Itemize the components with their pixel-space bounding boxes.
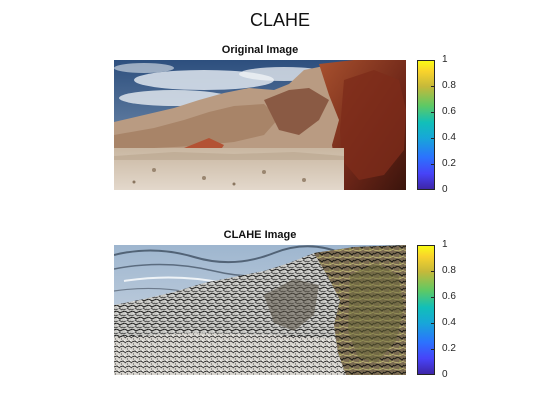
original-colorbar-tickmark xyxy=(431,189,435,190)
original-colorbar-tick-0.4: 0.4 xyxy=(442,132,456,143)
clahe-colorbar-tickmark xyxy=(431,374,435,375)
clahe-colorbar-tickmark xyxy=(431,323,435,324)
clahe-colorbar-tickmark xyxy=(431,271,435,272)
original-image[interactable] xyxy=(114,60,406,190)
original-colorbar-tickmark xyxy=(431,112,435,113)
clahe-colorbar-tickmark xyxy=(431,349,435,350)
original-colorbar-tick-0: 0 xyxy=(442,184,448,195)
clahe-colorbar[interactable] xyxy=(417,245,435,375)
clahe-colorbar-tick-0.4: 0.4 xyxy=(442,317,456,328)
clahe-image-title: CLAHE Image xyxy=(223,229,297,241)
clahe-colorbar-tick-0: 0 xyxy=(442,369,448,380)
original-colorbar-tick-0.2: 0.2 xyxy=(442,158,456,169)
original-colorbar-tickmark xyxy=(431,60,435,61)
clahe-colorbar-tickmark xyxy=(431,297,435,298)
original-colorbar-tickmark xyxy=(431,164,435,165)
original-colorbar[interactable] xyxy=(417,60,435,190)
original-colorbar-tick-0.6: 0.6 xyxy=(442,106,456,117)
original-colorbar-tickmark xyxy=(431,86,435,87)
figure-title: CLAHE xyxy=(249,10,311,30)
clahe-image-canvas xyxy=(114,245,406,375)
clahe-image[interactable] xyxy=(114,245,406,375)
original-colorbar-tick-0.8: 0.8 xyxy=(442,80,456,91)
original-colorbar-tick-1: 1 xyxy=(442,54,448,65)
original-image-canvas xyxy=(114,60,406,190)
original-image-title: Original Image xyxy=(221,44,299,56)
clahe-colorbar-tickmark xyxy=(431,245,435,246)
clahe-colorbar-tick-0.8: 0.8 xyxy=(442,265,456,276)
clahe-colorbar-tick-0.6: 0.6 xyxy=(442,291,456,302)
original-colorbar-tickmark xyxy=(431,138,435,139)
clahe-colorbar-tick-0.2: 0.2 xyxy=(442,343,456,354)
clahe-colorbar-tick-1: 1 xyxy=(442,239,448,250)
